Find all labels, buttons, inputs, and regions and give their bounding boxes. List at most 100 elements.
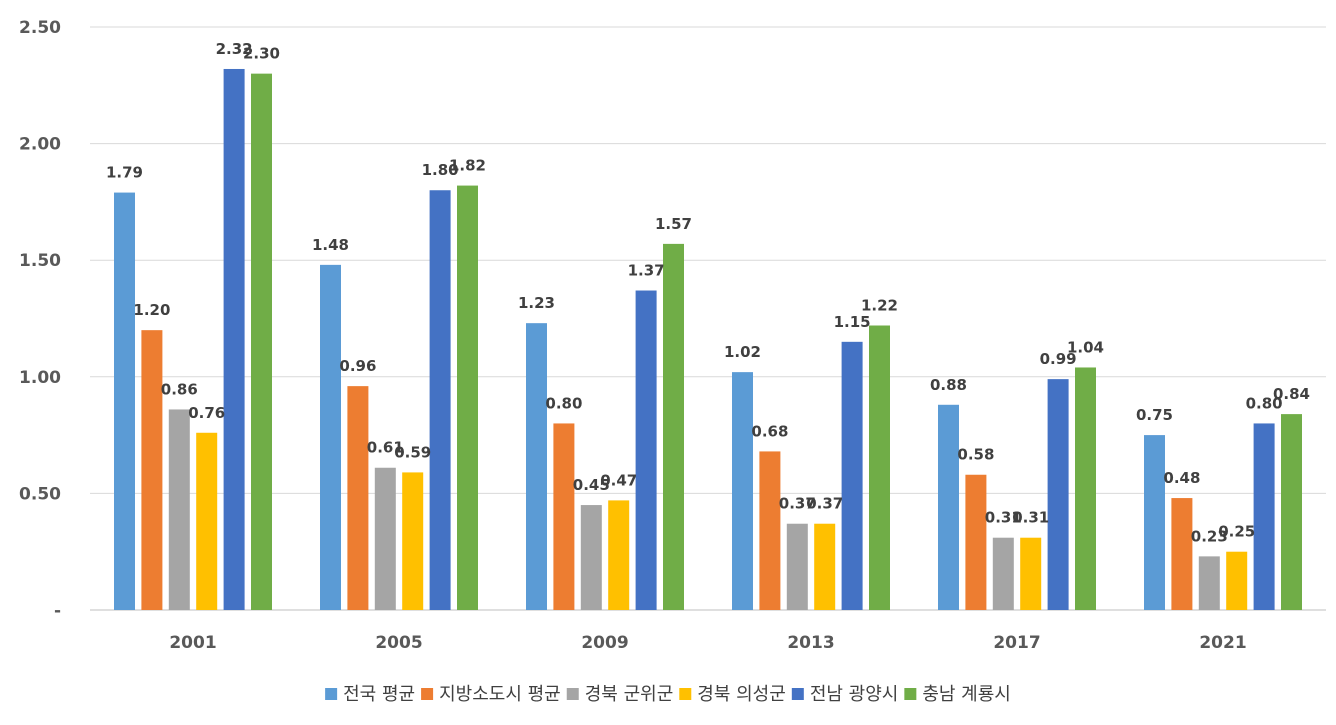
bar (759, 451, 781, 610)
legend-label: 경북 군위군 (585, 684, 674, 705)
data-label: 0.31 (1012, 509, 1049, 527)
data-label: 0.37 (806, 495, 843, 513)
bar (196, 432, 218, 610)
bar (320, 264, 341, 610)
x-tick-label: 2017 (993, 633, 1040, 653)
x-tick-label: 2021 (1199, 633, 1246, 653)
data-label: 0.84 (1273, 385, 1310, 403)
bar (374, 467, 396, 610)
x-tick-label: 2013 (787, 633, 834, 653)
data-label: 0.88 (930, 376, 967, 394)
bar (1047, 379, 1069, 610)
bar (114, 192, 135, 610)
bar (1253, 423, 1275, 610)
bar (1020, 537, 1042, 610)
legend: 전국 평균 지방소도시 평균 경북 군위군 경북 의성군 전남 광양시 충남 계룡시 (325, 684, 1011, 705)
y-tick-label: 1.00 (19, 368, 61, 388)
gridlines (90, 26, 1326, 611)
x-tick-label: 2005 (375, 633, 422, 653)
data-label: 2.32 (216, 40, 253, 58)
bar (402, 472, 424, 610)
x-tick-label: 2009 (581, 633, 628, 653)
bar (1226, 551, 1248, 610)
data-label: 1.04 (1067, 338, 1104, 356)
bar (1075, 367, 1096, 610)
data-label: 0.99 (1040, 350, 1077, 368)
data-label: 0.80 (545, 394, 582, 412)
bar (526, 323, 547, 610)
data-label: 0.48 (1163, 469, 1200, 487)
data-label: 0.59 (394, 443, 431, 461)
data-label: 1.80 (422, 161, 459, 179)
legend-label: 경북 의성군 (697, 684, 786, 705)
bar (938, 404, 959, 610)
data-label: 1.57 (655, 215, 692, 233)
bar (141, 330, 163, 610)
data-label: 0.58 (957, 446, 994, 464)
bar (814, 523, 836, 610)
x-tick-label: 2001 (169, 633, 216, 653)
legend-label: 전국 평균 (343, 684, 415, 705)
data-label: 0.76 (188, 404, 225, 422)
bar (1198, 556, 1220, 610)
legend-swatch (325, 688, 338, 700)
y-tick-label: 2.00 (19, 135, 61, 155)
bar (553, 423, 575, 610)
data-label: 0.96 (339, 357, 376, 375)
bar (457, 185, 478, 611)
data-label: 1.48 (312, 236, 349, 254)
data-label: 2.30 (243, 45, 280, 63)
bar (580, 505, 602, 610)
legend-swatch (679, 688, 692, 700)
legend-swatch (791, 688, 804, 700)
data-label: 1.79 (106, 164, 143, 182)
data-label: 0.68 (751, 422, 788, 440)
data-label: 0.31 (985, 509, 1022, 527)
legend-swatch (421, 688, 434, 700)
data-label: 0.25 (1218, 523, 1255, 541)
data-label: 0.80 (1246, 394, 1283, 412)
bars (114, 68, 1302, 611)
bar (635, 290, 657, 610)
y-tick-label: 2.50 (19, 18, 61, 38)
data-label: 1.37 (628, 262, 665, 280)
data-label: 0.23 (1191, 527, 1228, 545)
bar (1281, 414, 1302, 610)
x-axis-ticks: 2001 2005 2009 2013 2017 2021 (169, 633, 1246, 653)
data-label: 0.45 (573, 476, 610, 494)
legend-swatch (566, 688, 579, 700)
y-tick-label: 1.50 (19, 251, 61, 271)
y-tick-label: 0.50 (19, 484, 61, 504)
data-labels: 1.79 1.20 0.86 0.76 2.322.30 1.48 0.96 0.610.59… (106, 40, 1310, 545)
legend-label: 충남 계룡시 (922, 684, 1011, 705)
bar (347, 386, 369, 610)
legend-label: 지방소도시 평균 (439, 684, 561, 705)
data-label: 1.02 (724, 343, 761, 361)
bar (223, 68, 245, 610)
bar (992, 537, 1014, 610)
data-label: 1.20 (133, 301, 170, 319)
data-label: 0.75 (1136, 406, 1173, 424)
legend-label: 전남 광양시 (810, 684, 899, 705)
bar (841, 341, 863, 610)
data-label: 1.23 (518, 294, 555, 312)
data-label: 1.15 (834, 313, 871, 331)
legend-swatch (904, 688, 917, 700)
bar (251, 73, 272, 610)
bar (429, 190, 451, 611)
bar (663, 243, 684, 610)
bar (608, 500, 630, 610)
bar (168, 409, 190, 610)
data-label: 0.37 (779, 495, 816, 513)
data-label: 1.82 (449, 157, 486, 175)
bar (786, 523, 808, 610)
y-tick-label: - (54, 601, 61, 621)
y-axis-ticks: - 0.50 1.00 1.50 2.00 2.50 (19, 18, 61, 621)
bar (965, 474, 987, 610)
data-label: 0.61 (367, 439, 404, 457)
bar (869, 325, 890, 610)
bar (1171, 498, 1193, 610)
bar (732, 372, 753, 610)
bar (1144, 435, 1165, 610)
